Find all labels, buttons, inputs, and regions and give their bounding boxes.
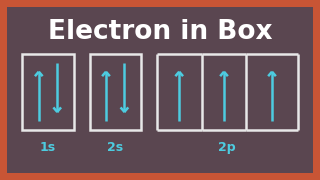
Text: 2s: 2s (107, 141, 123, 154)
Bar (22, 54, 74, 130)
Text: Electron in Box: Electron in Box (48, 19, 272, 45)
Text: 1s: 1s (40, 141, 56, 154)
Text: 2p: 2p (218, 141, 236, 154)
Bar (90, 54, 141, 130)
